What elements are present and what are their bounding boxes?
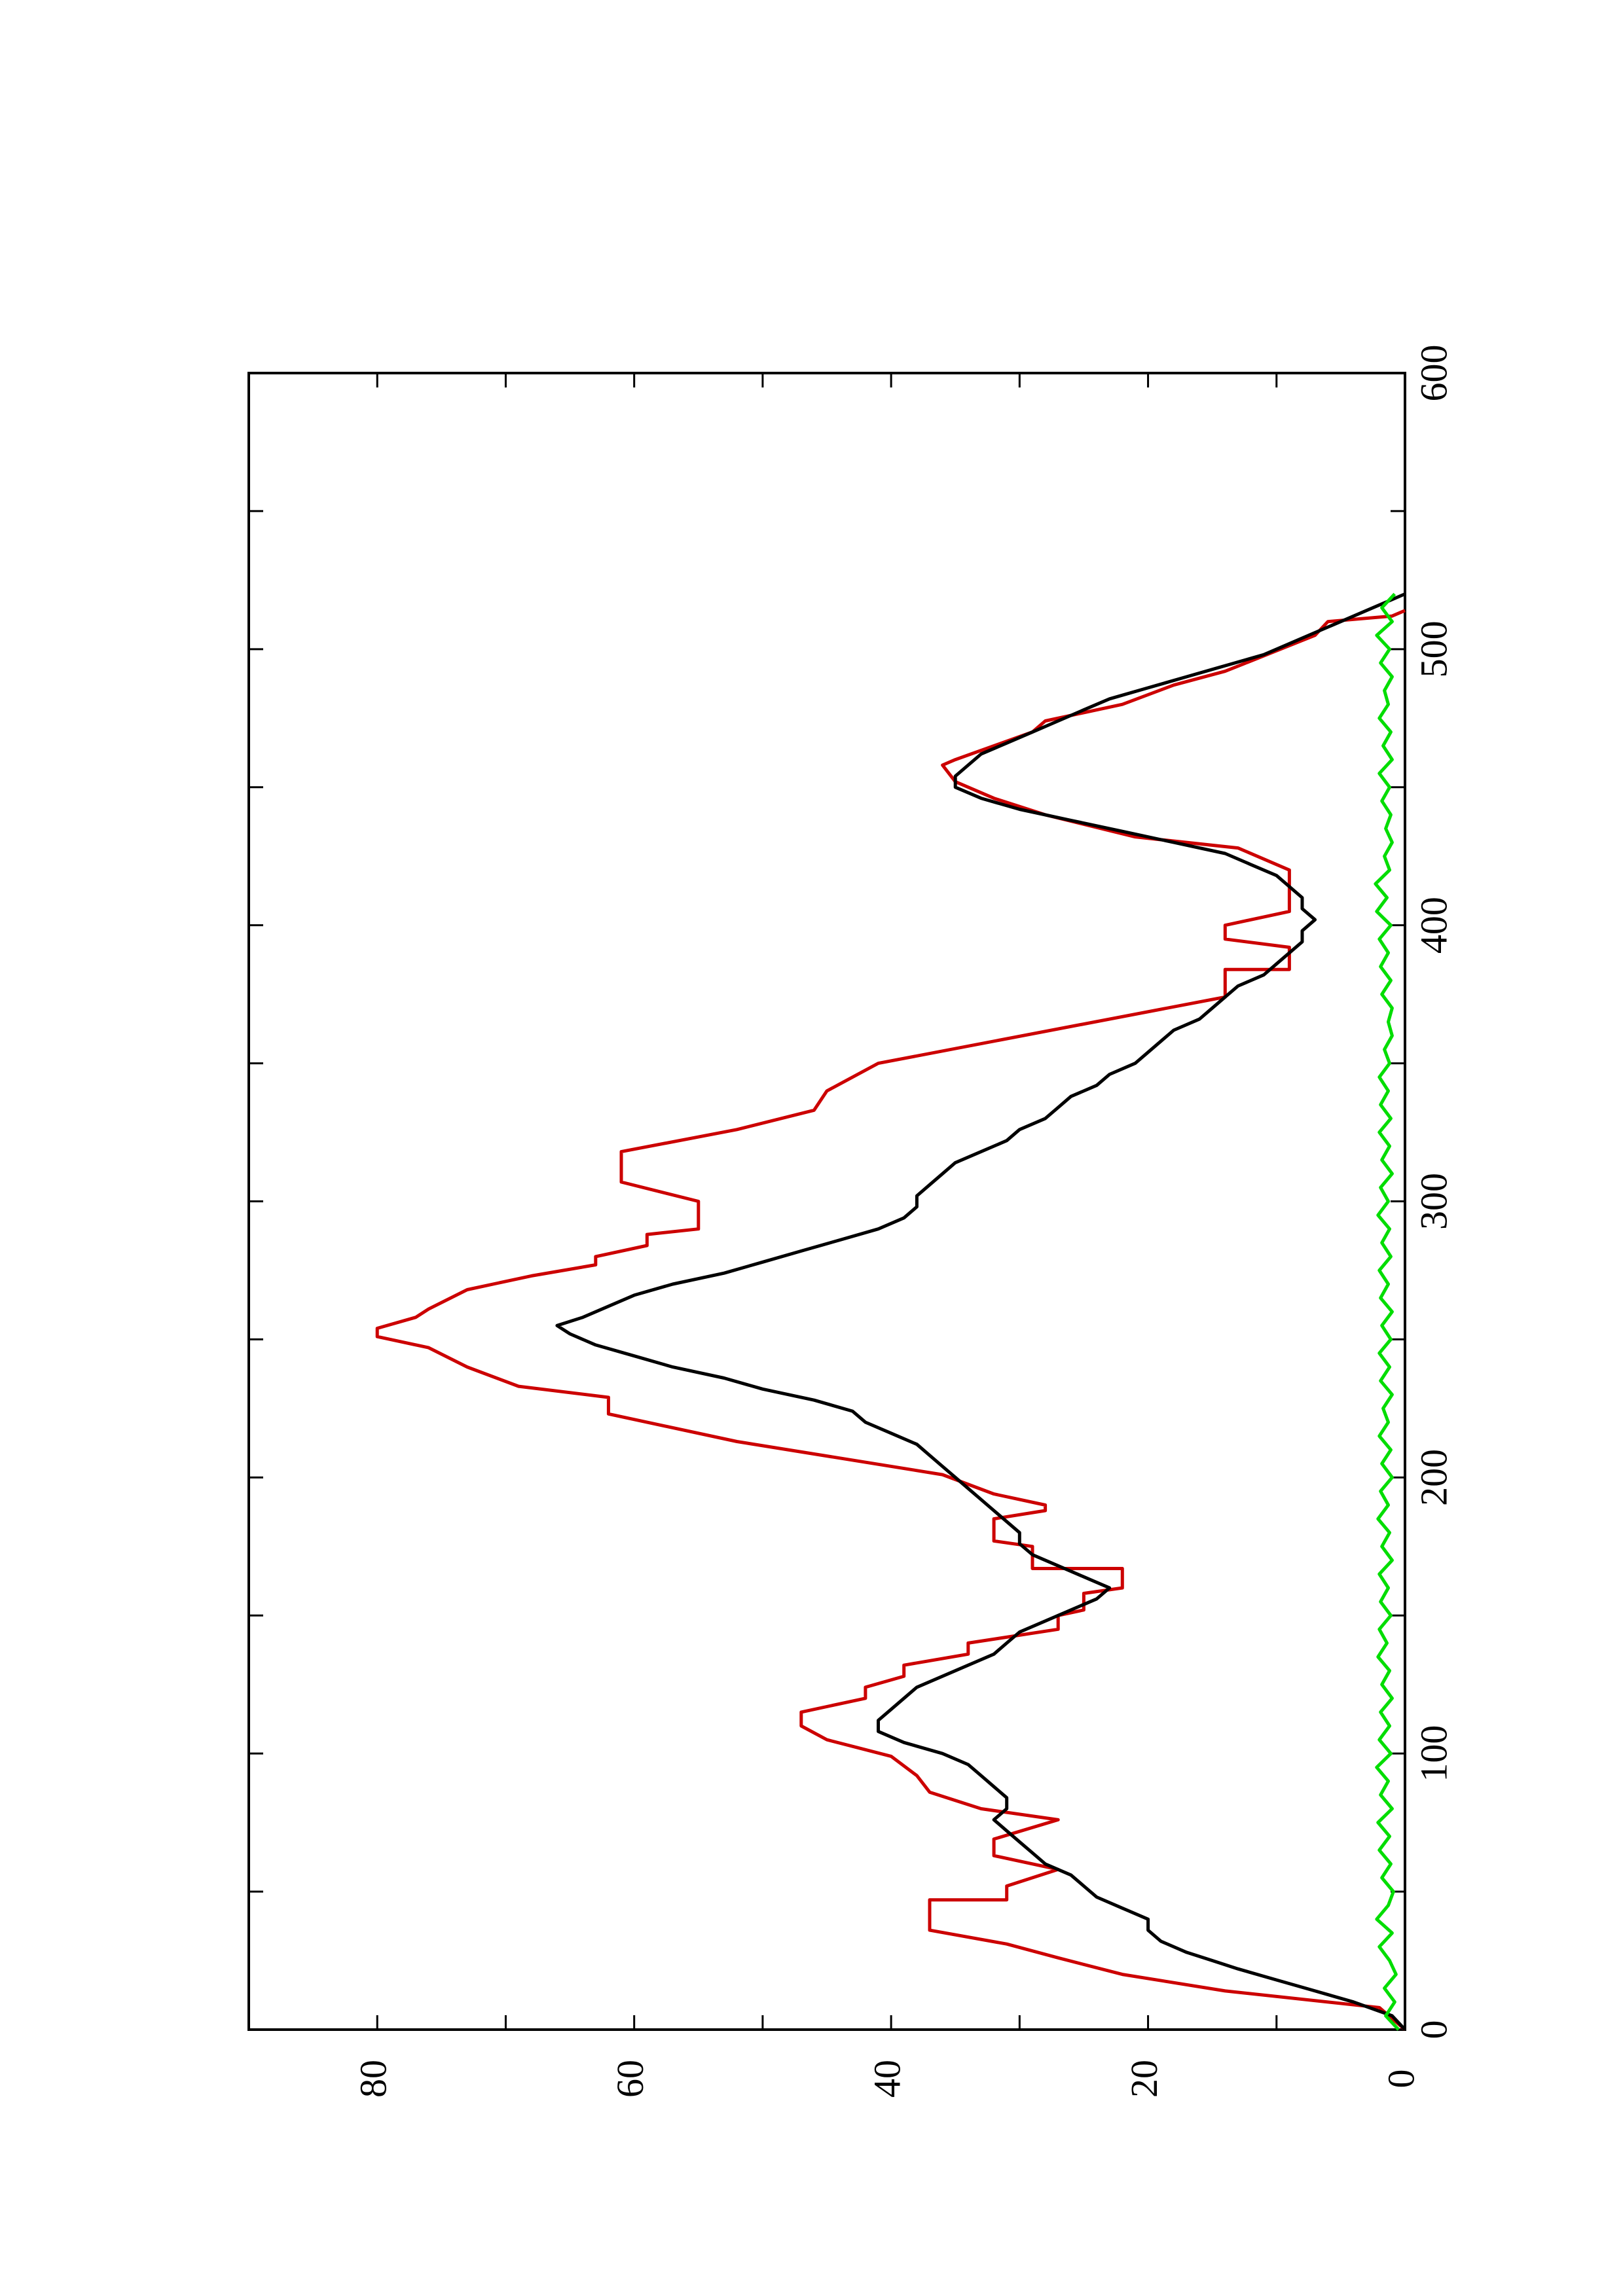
x-tick-label: 500 (1412, 620, 1455, 677)
y-tick-label: 60 (609, 2060, 651, 2098)
y-tick-label: 0 (1379, 2070, 1422, 2089)
x-tick-label: 300 (1412, 1173, 1455, 1230)
x-tick-label: 0 (1412, 2020, 1455, 2039)
axis-ticks (249, 372, 1406, 2031)
y-tick-label: 40 (866, 2060, 908, 2098)
x-tick-label: 200 (1412, 1449, 1455, 1506)
series-group (375, 592, 1406, 2031)
x-tick-label: 400 (1412, 897, 1455, 954)
x-tick-label: 100 (1412, 1725, 1455, 1782)
y-tick-label: 80 (352, 2060, 395, 2098)
axis-tick-labels: 0 100 200 300 400 500 600 0 20 40 60 80 (352, 345, 1455, 2098)
y-tick-label: 20 (1123, 2060, 1165, 2098)
x-tick-label: 600 (1412, 345, 1455, 402)
series-black-line (555, 592, 1406, 2031)
series-red-line (375, 609, 1406, 2031)
plot-frame (247, 372, 1406, 2031)
series-green-line (1374, 592, 1400, 2031)
